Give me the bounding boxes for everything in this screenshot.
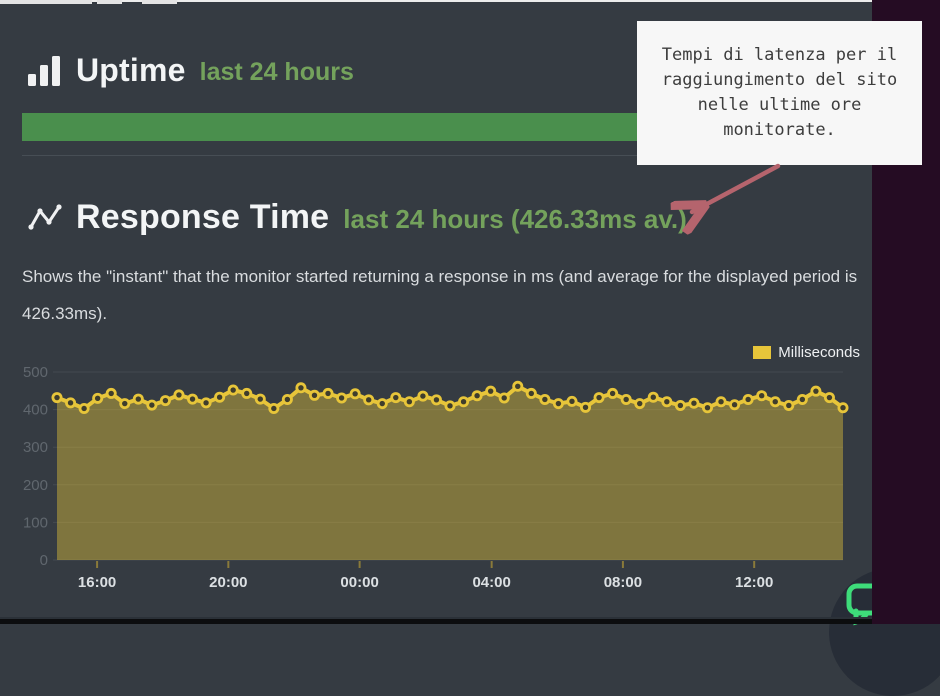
browser-edge-strip [0,0,872,2]
svg-text:200: 200 [23,477,48,494]
annotation-arrow [675,163,781,225]
svg-text:100: 100 [23,514,48,531]
response-time-chart[interactable]: 0 100 200 300 400 500 16:00 20:00 00:00 04:00 08:0… [22,358,860,603]
svg-text:0: 0 [40,552,48,569]
bottom-bar [0,619,940,624]
svg-text:08:00: 08:00 [604,574,642,591]
response-time-title: Response Time [76,198,330,236]
bar-chart-icon [28,55,62,86]
browser-tab-stub [97,0,122,4]
svg-text:300: 300 [23,439,48,456]
chart-legend-item[interactable]: Milliseconds [753,344,860,361]
browser-tab-stub [142,0,177,4]
svg-text:400: 400 [23,402,48,419]
uptime-title: Uptime [76,52,186,88]
bottom-divider [0,617,940,619]
svg-text:12:00: 12:00 [735,574,773,591]
svg-text:500: 500 [23,364,48,381]
response-time-header: Response Time last 24 hours (426.33ms av… [28,198,687,237]
legend-color-swatch [753,346,772,359]
response-time-subtitle: last 24 hours (426.33ms av.) [343,204,687,234]
section-divider [22,155,858,156]
annotation-text: Tempi di latenza per il raggiungimento d… [661,45,898,140]
uptime-subtitle: last 24 hours [199,58,354,86]
uptime-header: Uptime last 24 hours [28,52,354,89]
response-time-description: Shows the "instant" that the monitor sta… [22,267,858,323]
line-chart-icon [28,203,62,233]
svg-text:20:00: 20:00 [209,574,247,591]
browser-tab-stub [0,0,92,4]
svg-text:00:00: 00:00 [340,574,378,591]
response-time-chart-canvas[interactable]: 0 100 200 300 400 500 16:00 20:00 00:00 04:00 08:0… [22,358,860,603]
annotation-note: Tempi di latenza per il raggiungimento d… [637,21,922,165]
legend-label: Milliseconds [778,344,860,361]
svg-text:16:00: 16:00 [78,574,116,591]
svg-text:04:00: 04:00 [472,574,510,591]
